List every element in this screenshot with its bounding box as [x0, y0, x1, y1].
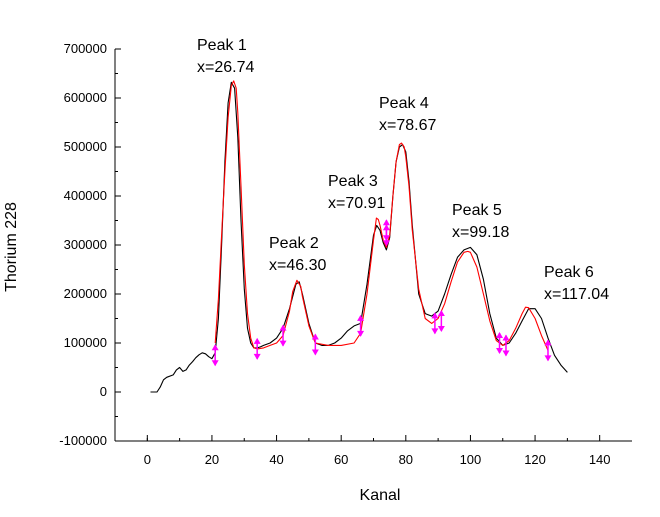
baseline-marker — [382, 219, 390, 242]
peak-label: Peak 3 — [328, 173, 378, 190]
marker-arrow-down — [311, 349, 319, 356]
fit-curve — [214, 80, 549, 351]
marker-arrow-down — [279, 340, 287, 347]
peak-annotations: Peak 1 x=26.74 Peak 2 x=46.30 Peak 3 x=70.91 P… — [197, 37, 609, 303]
peak-label: Peak 4 — [379, 95, 429, 112]
peak-label: Peak 6 — [544, 264, 594, 281]
x-tick-label: 100 — [460, 452, 482, 467]
marker-arrow-up — [502, 334, 510, 341]
x-tick-label: 140 — [589, 452, 611, 467]
peak-position: x=99.18 — [452, 224, 509, 241]
marker-arrow-down — [496, 348, 504, 354]
marker-arrow-up — [431, 312, 439, 319]
y-tick-label: 400000 — [64, 188, 107, 203]
peak-position: x=46.30 — [269, 257, 326, 274]
baseline-marker — [279, 324, 287, 347]
peak-position: x=117.04 — [544, 286, 609, 303]
baseline-marker — [431, 312, 439, 335]
axes — [114, 49, 632, 442]
peak-position: x=70.91 — [328, 195, 385, 212]
x-tick-label: 20 — [205, 452, 219, 467]
baseline-marker — [211, 344, 219, 367]
peak-position: x=78.67 — [379, 117, 436, 134]
y-axis-title: Thorium 228 — [3, 202, 20, 292]
marker-arrow-down — [253, 353, 261, 360]
marker-arrow-up — [357, 314, 365, 321]
x-tick-label: 40 — [269, 452, 283, 467]
baseline-marker — [357, 314, 365, 337]
y-tick-label: -100000 — [59, 433, 107, 448]
marker-arrow-down — [544, 355, 552, 362]
y-tick-label: 100000 — [64, 335, 107, 350]
baseline-marker — [544, 339, 552, 362]
y-tick-label: 300000 — [64, 237, 107, 252]
x-tick-label: 60 — [334, 452, 348, 467]
baseline-marker — [253, 337, 261, 360]
marker-arrow-up — [437, 309, 445, 316]
marker-arrow-down — [382, 235, 390, 242]
marker-arrow-down — [437, 325, 445, 332]
peak-position: x=26.74 — [197, 59, 254, 76]
baseline-marker — [437, 309, 445, 332]
marker-arrow-down — [382, 240, 390, 247]
markers — [211, 219, 552, 367]
baseline-marker — [496, 332, 504, 354]
marker-arrow-down — [431, 328, 439, 335]
marker-arrow-up — [544, 339, 552, 346]
y-tick-label: 700000 — [64, 41, 107, 56]
marker-arrow-up — [311, 333, 319, 340]
baseline-marker — [311, 333, 319, 356]
marker-arrow-down — [502, 350, 510, 357]
x-axis-title: Kanal — [360, 487, 401, 504]
peak-label: Peak 5 — [452, 202, 502, 219]
series-lines — [150, 80, 568, 393]
marker-arrow-up — [211, 344, 219, 351]
data-curve — [150, 81, 568, 393]
marker-arrow-up — [496, 332, 504, 338]
y-tick-label: 600000 — [64, 90, 107, 105]
marker-arrow-down — [357, 330, 365, 337]
ticks: -100000 0 100000 200000 300000 400000 500000 60… — [59, 41, 610, 467]
x-tick-label: 80 — [399, 452, 413, 467]
marker-arrow-down — [211, 360, 219, 367]
peak-label: Peak 2 — [269, 235, 319, 252]
baseline-marker — [502, 334, 510, 357]
y-tick-label: 200000 — [64, 286, 107, 301]
marker-arrow-up — [253, 337, 261, 344]
x-tick-label: 120 — [524, 452, 546, 467]
marker-arrow-up — [382, 219, 390, 226]
y-tick-label: 500000 — [64, 139, 107, 154]
x-tick-label: 0 — [144, 452, 151, 467]
peak-label: Peak 1 — [197, 37, 247, 54]
marker-arrow-up — [279, 324, 287, 331]
y-tick-label: 0 — [100, 384, 107, 399]
